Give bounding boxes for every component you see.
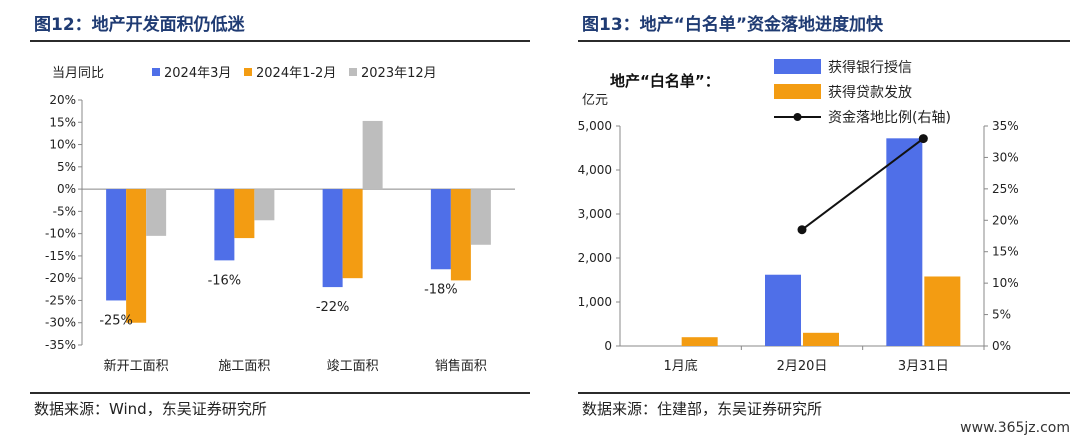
y-tick-label: 0% xyxy=(57,182,76,196)
bar-销售面积-1 xyxy=(430,189,451,270)
y-tick-label: 5% xyxy=(57,160,76,174)
y-tick-label: 1,000 xyxy=(578,295,612,309)
y-tick-label: -10% xyxy=(45,227,76,241)
y2-tick-label: 35% xyxy=(992,119,1019,133)
bar-竣工面积-3 xyxy=(362,120,383,190)
right-y-axis-label: 亿元 xyxy=(582,93,608,108)
legend-swatch-loan xyxy=(774,84,821,99)
x-tick-label: 2月20日 xyxy=(777,359,828,374)
right-top-rule xyxy=(578,40,1070,42)
left-chart-svg: 当月同比 2024年3月 2024年1-2月 2023年12月 20% 15% 10% 5% 0… xyxy=(45,66,515,374)
y-tick-label: 15% xyxy=(49,115,76,129)
legend-swatch-1 xyxy=(152,68,160,76)
right-chart-panel: 图13：地产“白名单”资金落地进度加快 地产“白名单”： 亿元 获得银行授信 获得贷款… xyxy=(548,0,1080,442)
data-label: -22% xyxy=(316,300,350,315)
legend-label-1: 2024年3月 xyxy=(164,66,231,81)
bar-3月31日-1 xyxy=(886,138,923,346)
bar-新开工面积-1 xyxy=(106,189,127,301)
legend-label-3: 2023年12月 xyxy=(361,66,437,81)
legend-swatch-3 xyxy=(349,68,357,76)
left-source-note: 数据来源：Wind，东吴证券研究所 xyxy=(34,400,267,418)
x-tick-label: 竣工面积 xyxy=(327,359,379,374)
bar-竣工面积-1 xyxy=(322,189,343,288)
y2-tick-label: 0% xyxy=(992,339,1011,353)
ratio-point-2 xyxy=(918,134,928,144)
y-tick-label: 10% xyxy=(49,138,76,152)
legend-label-ratio: 资金落地比例(右轴) xyxy=(828,110,951,126)
bar-2月20日-1 xyxy=(765,274,801,346)
y2-tick-label: 5% xyxy=(992,308,1011,322)
y-tick-label: -30% xyxy=(45,316,76,330)
ratio-line xyxy=(801,137,924,231)
bar-销售面积-3 xyxy=(470,189,491,245)
right-source-note: 数据来源：住建部，东吴证券研究所 xyxy=(582,400,823,418)
y2-tick-label: 15% xyxy=(992,245,1019,259)
y-tick-label: -5% xyxy=(53,204,76,218)
right-chart-subtitle: 地产“白名单”： xyxy=(610,72,720,90)
y-tick-label: -25% xyxy=(45,293,76,307)
legend-swatch-2 xyxy=(244,68,252,76)
y-tick-label: 0 xyxy=(604,339,612,353)
y2-tick-label: 20% xyxy=(992,213,1019,227)
y-tick-label: 20% xyxy=(49,93,76,107)
bar-3月31日-2 xyxy=(924,276,961,346)
left-bottom-rule xyxy=(30,392,530,394)
data-label: -25% xyxy=(99,313,133,328)
left-y-axis-label: 当月同比 xyxy=(52,66,104,81)
legend-label-2: 2024年1-2月 xyxy=(256,66,336,81)
y-tick-label: -35% xyxy=(45,338,76,352)
y-tick-label: 5,000 xyxy=(578,119,612,133)
left-chart-title: 图12：地产开发面积仍低迷 xyxy=(34,15,245,35)
legend-swatch-credit xyxy=(774,59,821,74)
y2-tick-label: 25% xyxy=(992,182,1019,196)
y2-tick-label: 10% xyxy=(992,276,1019,290)
left-chart-panel: 图12：地产开发面积仍低迷 当月同比 2024年3月 2024年1-2月 2023年1… xyxy=(30,15,530,418)
x-tick-label: 3月31日 xyxy=(898,359,949,374)
bar-2月20日-2 xyxy=(803,332,839,346)
left-top-rule xyxy=(30,40,530,42)
data-label: -16% xyxy=(208,273,242,288)
bar-新开工面积-2 xyxy=(126,189,147,323)
y-tick-label: 4,000 xyxy=(578,163,612,177)
right-bottom-rule xyxy=(578,392,1070,394)
x-tick-label: 1月底 xyxy=(664,358,698,374)
bar-施工面积-2 xyxy=(234,189,255,239)
y-tick-label: 3,000 xyxy=(578,207,612,221)
y-tick-label: -15% xyxy=(45,249,76,263)
y-tick-label: -20% xyxy=(45,271,76,285)
legend-label-loan: 获得贷款发放 xyxy=(828,84,912,101)
bar-1月底-2 xyxy=(681,337,718,346)
right-chart-title: 图13：地产“白名单”资金落地进度加快 xyxy=(582,15,884,35)
legend-marker-ratio xyxy=(793,113,802,121)
y2-tick-label: 30% xyxy=(992,150,1019,164)
x-tick-label: 施工面积 xyxy=(218,359,270,374)
bar-新开工面积-3 xyxy=(146,189,167,236)
x-tick-label: 新开工面积 xyxy=(104,358,169,374)
bar-竣工面积-2 xyxy=(342,189,363,279)
x-tick-label: 销售面积 xyxy=(435,358,487,374)
bar-销售面积-2 xyxy=(450,189,471,281)
bar-施工面积-1 xyxy=(214,189,235,261)
bar-施工面积-3 xyxy=(254,189,275,221)
legend-label-credit: 获得银行授信 xyxy=(828,59,912,76)
data-label: -18% xyxy=(424,282,458,297)
ratio-point-1 xyxy=(797,225,807,235)
watermark: www.365jz.com xyxy=(960,420,1070,436)
y-tick-label: 2,000 xyxy=(578,251,612,265)
